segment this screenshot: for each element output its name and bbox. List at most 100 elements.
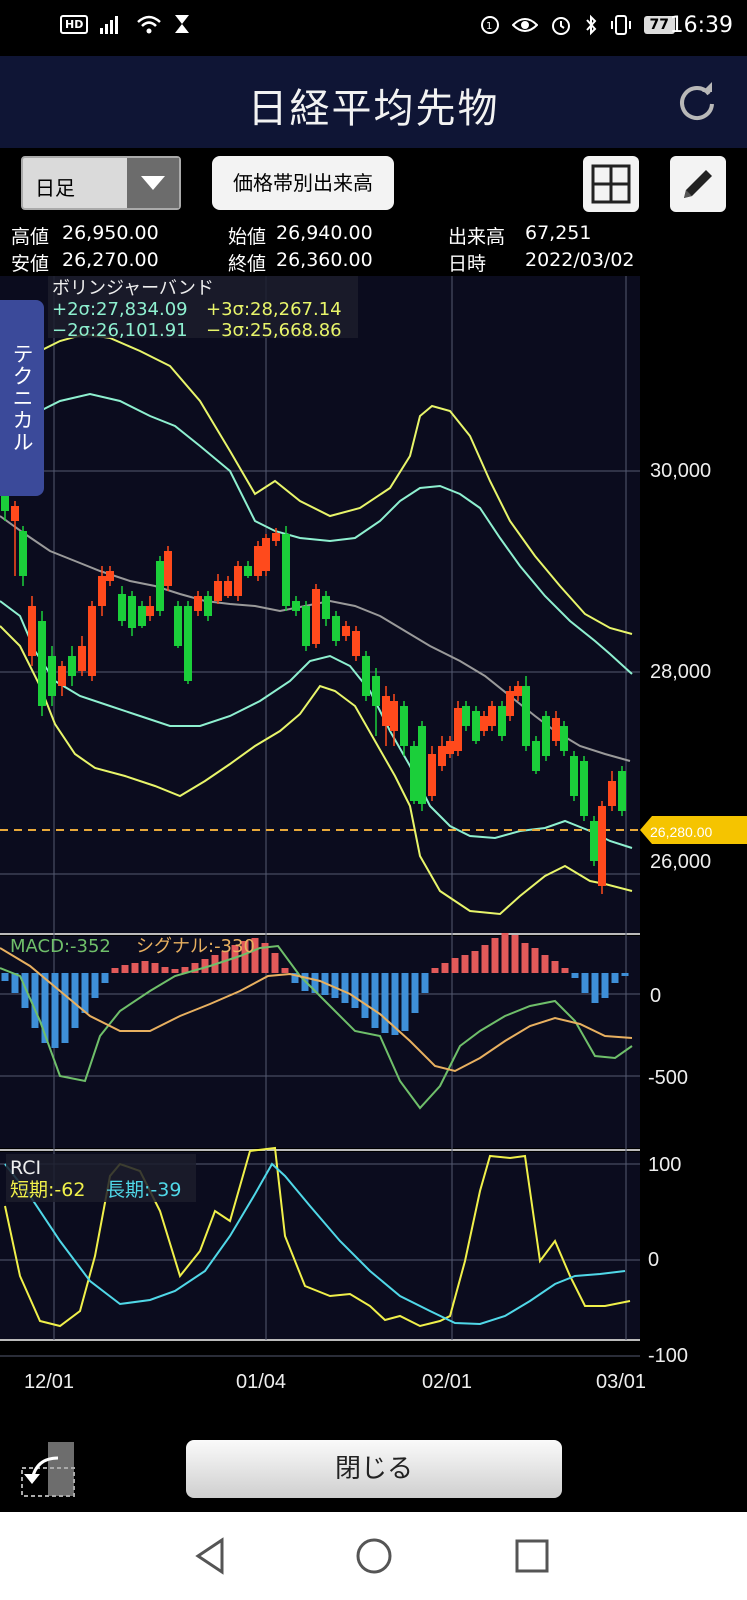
price-axis-label: 26,000 <box>650 851 711 873</box>
refresh-icon[interactable] <box>675 80 719 124</box>
layout-grid-button[interactable] <box>583 156 639 212</box>
open-value: 26,940.00 <box>276 222 373 244</box>
draw-button[interactable] <box>670 156 726 212</box>
macd-bar <box>451 958 459 973</box>
candle-body <box>352 631 360 656</box>
chart-area[interactable]: 30,000 28,000 26,000 0 -500 100 0 -100 1… <box>0 276 747 1400</box>
macd-bar <box>41 973 49 1043</box>
candle-body <box>1 481 9 511</box>
macd-bar <box>71 973 79 1028</box>
grid-icon <box>591 164 631 204</box>
macd-bar <box>161 967 169 973</box>
high-value: 26,950.00 <box>62 222 159 244</box>
macd-bar <box>281 968 289 973</box>
rci-long-line <box>4 1162 626 1326</box>
candle-body <box>68 656 76 676</box>
rci-label: RCI <box>10 1157 41 1179</box>
volume-value: 67,251 <box>525 222 592 244</box>
bollinger-minus2: −2σ:26,101.91 <box>52 320 188 341</box>
low-label: 安値 <box>11 253 50 275</box>
macd-bar <box>491 938 499 973</box>
candle-body <box>410 746 418 801</box>
candle-body <box>542 716 550 756</box>
candle-body <box>488 706 496 726</box>
candle-body <box>400 706 408 746</box>
macd-bar <box>111 968 119 973</box>
macd-bar <box>171 969 179 973</box>
bollinger-minus3: −3σ:25,668.86 <box>206 320 342 341</box>
candle-body <box>98 576 106 606</box>
candle-body <box>184 606 192 681</box>
macd-bar <box>411 973 419 1013</box>
macd-bar <box>201 959 209 973</box>
candle-body <box>332 616 340 641</box>
bollinger-plus2: +2σ:27,834.09 <box>52 299 188 320</box>
macd-bar <box>591 973 599 1003</box>
macd-bar <box>151 963 159 973</box>
candle-body <box>106 571 114 581</box>
volume-profile-button[interactable]: 価格帯別出来高 <box>212 156 394 210</box>
macd-bar <box>271 953 279 973</box>
candle-body <box>302 606 310 646</box>
candle-body <box>522 686 530 746</box>
date-label: 日時 <box>448 253 487 275</box>
quote-info: 高値 26,950.00 始値 26,940.00 出来高 67,251 安値 … <box>0 220 747 276</box>
macd-bar <box>51 973 59 1048</box>
close-value: 26,360.00 <box>276 249 373 271</box>
close-label: 終値 <box>228 253 267 275</box>
low-value: 26,270.00 <box>62 249 159 271</box>
candle-body <box>138 606 146 626</box>
candle-body <box>532 741 540 771</box>
macd-bar <box>371 973 379 1028</box>
macd-bar <box>551 961 559 973</box>
candle-body <box>462 706 470 726</box>
candle-body <box>28 606 36 656</box>
eye-icon <box>511 18 538 32</box>
macd-bar <box>351 973 359 1008</box>
pencil-icon <box>684 170 712 198</box>
candle-body <box>514 686 522 696</box>
price-axis-label: 30,000 <box>650 460 711 482</box>
bollinger-plus3: +3σ:28,267.14 <box>206 299 342 320</box>
technical-tab[interactable]: テクニカル <box>0 300 44 496</box>
candle-body <box>224 581 232 596</box>
macd-bar <box>561 968 569 973</box>
candle-body <box>570 756 578 796</box>
chart-toolbar: 日足 価格帯別出来高 <box>0 148 747 220</box>
close-button[interactable]: 閉じる <box>186 1440 562 1498</box>
candle-body <box>372 676 380 706</box>
bollinger-plus2-line <box>0 392 633 675</box>
period-label: 日足 <box>35 176 75 200</box>
recents-icon[interactable] <box>510 1534 554 1578</box>
macd-bar <box>11 973 19 993</box>
macd-bar <box>21 973 29 1008</box>
macd-bar <box>611 973 619 983</box>
period-select[interactable]: 日足 <box>21 156 181 210</box>
candle-body <box>156 561 164 611</box>
bollinger-minus3-line <box>0 625 633 916</box>
wifi-icon <box>137 15 162 34</box>
candle-body <box>322 596 330 619</box>
macd-bar <box>621 973 629 976</box>
chart-svg[interactable]: 30,000 28,000 26,000 0 -500 100 0 -100 1… <box>0 276 747 1400</box>
date-axis-label: 12/01 <box>24 1371 74 1393</box>
rotate-back-icon[interactable] <box>18 1440 78 1500</box>
candle-body <box>580 761 588 816</box>
date-axis-label: 01/04 <box>236 1371 286 1393</box>
nfc-icon: 1 <box>480 16 499 34</box>
volume-label: 出来高 <box>448 226 506 248</box>
home-icon[interactable] <box>352 1534 396 1578</box>
candle-body <box>118 594 126 621</box>
macd-bar <box>581 973 589 993</box>
candle-body <box>19 531 27 576</box>
candle-body <box>446 741 454 754</box>
candle-body <box>164 551 172 586</box>
candle-body <box>244 566 252 576</box>
candle-body <box>262 538 270 571</box>
macd-axis-label: -500 <box>648 1067 688 1089</box>
vibrate-icon <box>610 15 631 35</box>
back-icon[interactable] <box>190 1534 234 1578</box>
macd-bar <box>131 963 139 973</box>
bottom-bar: 閉じる <box>0 1400 747 1512</box>
macd-bar <box>541 955 549 973</box>
